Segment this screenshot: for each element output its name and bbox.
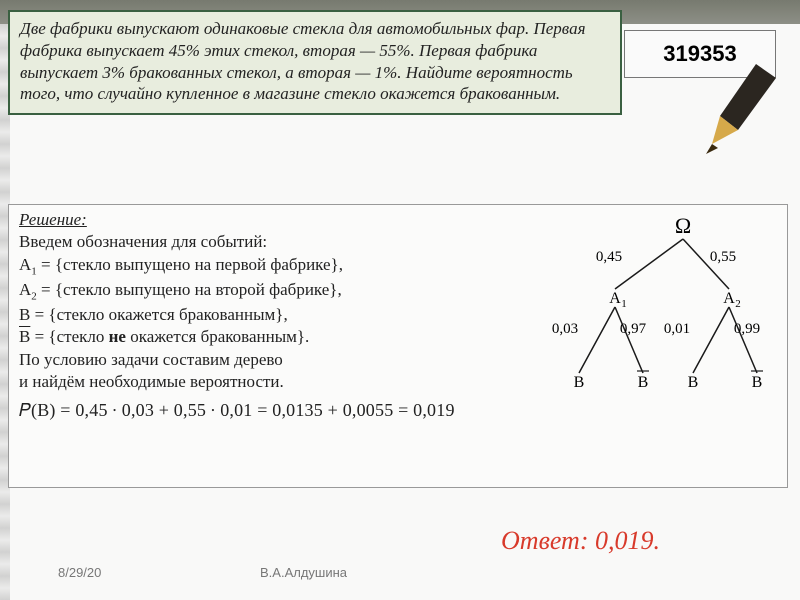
footer-author: В.А.Алдушина: [260, 565, 347, 580]
svg-text:0,45: 0,45: [596, 249, 622, 265]
svg-text:0,99: 0,99: [734, 321, 760, 337]
event-a1: А1 = {стекло выпущено на первой фабрике}…: [19, 255, 343, 274]
svg-text:0,03: 0,03: [552, 321, 578, 337]
svg-text:1: 1: [621, 298, 627, 310]
svg-text:0,97: 0,97: [620, 321, 647, 337]
header-decoration: 319353: [620, 18, 780, 108]
footer-date: 8/29/20: [58, 565, 101, 580]
event-bbar: В = {стекло не окажется бракованным}.: [19, 327, 309, 346]
svg-text:В: В: [574, 374, 585, 391]
problem-statement: Две фабрики выпускают одинаковые стекла …: [8, 10, 622, 115]
svg-text:А: А: [723, 290, 735, 307]
svg-text:2: 2: [735, 298, 741, 310]
slide: { "header": { "problem_id": "319353" }, …: [0, 0, 800, 600]
event-a2: А2 = {стекло выпущено на второй фабрике}…: [19, 280, 342, 299]
svg-text:0,55: 0,55: [710, 249, 736, 265]
solution-line-intro: Введем обозначения для событий:: [19, 232, 267, 251]
probability-tree: ΩА10,45А20,55В0,03В0,97В0,01В0,99: [487, 209, 777, 409]
svg-text:Ω: Ω: [675, 213, 691, 238]
problem-text: Две фабрики выпускают одинаковые стекла …: [20, 19, 585, 103]
solution-line-tree: По условию задачи составим дерево: [19, 350, 283, 369]
svg-text:В: В: [688, 374, 699, 391]
event-b: В = {стекло окажется бракованным},: [19, 305, 288, 324]
solution-title: Решение:: [19, 210, 87, 229]
svg-text:В: В: [752, 374, 763, 391]
solution-line-find: и найдём необходимые вероятности.: [19, 372, 284, 391]
svg-text:А: А: [609, 290, 621, 307]
solution-box: Решение: Введем обозначения для событий:…: [8, 204, 788, 488]
svg-text:В: В: [638, 374, 649, 391]
answer-text: Ответ: 0,019.: [501, 526, 660, 556]
svg-text:0,01: 0,01: [664, 321, 690, 337]
pen-icon: [626, 54, 786, 164]
